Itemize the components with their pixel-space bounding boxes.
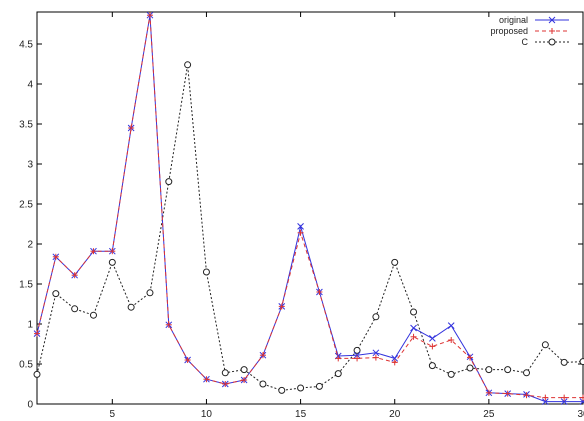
point-marker-plus — [524, 392, 530, 398]
point-marker-circle — [34, 371, 40, 377]
point-marker-plus — [467, 355, 473, 361]
point-marker-circle — [448, 371, 454, 377]
point-marker-circle — [373, 314, 379, 320]
y-tick-label: 1.5 — [19, 280, 33, 291]
point-marker-circle — [203, 269, 209, 275]
y-tick-label: 1 — [27, 320, 33, 331]
point-marker-circle — [298, 385, 304, 391]
point-marker-circle — [166, 179, 172, 185]
series-proposed — [34, 12, 584, 400]
y-tick-label: 3.5 — [19, 120, 33, 131]
point-marker-circle — [90, 312, 96, 318]
point-marker-circle — [185, 62, 191, 68]
point-marker-x — [429, 335, 435, 341]
x-tick-label: 5 — [110, 409, 116, 420]
point-marker-circle — [542, 342, 548, 348]
series-layer — [34, 12, 584, 404]
point-marker-circle — [524, 370, 530, 376]
point-marker-circle — [429, 363, 435, 369]
point-marker-circle — [411, 309, 417, 315]
legend-label: original — [499, 15, 528, 25]
point-marker-plus — [354, 355, 360, 361]
point-marker-plus — [549, 28, 555, 34]
point-marker-circle — [241, 367, 247, 373]
point-marker-circle — [72, 306, 78, 312]
point-marker-circle — [561, 359, 567, 365]
point-marker-circle — [279, 387, 285, 393]
point-marker-circle — [486, 367, 492, 373]
point-marker-circle — [147, 290, 153, 296]
x-tick-label: 25 — [483, 409, 495, 420]
axes: 0 0.5 1 1.5 2 2.5 3 3.5 4 4.5 5 10 15 20 25 30 — [19, 12, 584, 420]
point-marker-circle — [392, 259, 398, 265]
y-tick-label: 3 — [27, 160, 33, 171]
point-marker-x — [448, 323, 454, 329]
y-tick-label: 0 — [27, 400, 33, 411]
x-tick-label: 15 — [295, 409, 307, 420]
y-tick-label: 2 — [27, 240, 33, 251]
point-marker-plus — [429, 343, 435, 349]
point-marker-circle — [505, 367, 511, 373]
x-tick-label: 20 — [389, 409, 401, 420]
legend-label: proposed — [490, 26, 528, 36]
y-tick-label: 4 — [27, 80, 33, 91]
point-marker-circle — [549, 39, 555, 45]
series-line — [37, 65, 583, 391]
point-marker-circle — [467, 365, 473, 371]
point-marker-circle — [335, 371, 341, 377]
point-marker-x — [411, 325, 417, 331]
y-tick-label: 0.5 — [19, 360, 33, 371]
point-marker-circle — [260, 381, 266, 387]
x-tick-label: 10 — [201, 409, 213, 420]
point-marker-circle — [109, 259, 115, 265]
y-tick-label: 2.5 — [19, 200, 33, 211]
point-marker-circle — [53, 291, 59, 297]
point-marker-circle — [580, 359, 584, 365]
series-original — [34, 12, 584, 404]
point-marker-circle — [316, 383, 322, 389]
legend-label: C — [522, 37, 529, 47]
point-marker-circle — [222, 370, 228, 376]
y-tick-label: 4.5 — [19, 40, 33, 51]
series-c — [34, 62, 584, 394]
point-marker-circle — [128, 304, 134, 310]
x-tick-label: 30 — [577, 409, 584, 420]
